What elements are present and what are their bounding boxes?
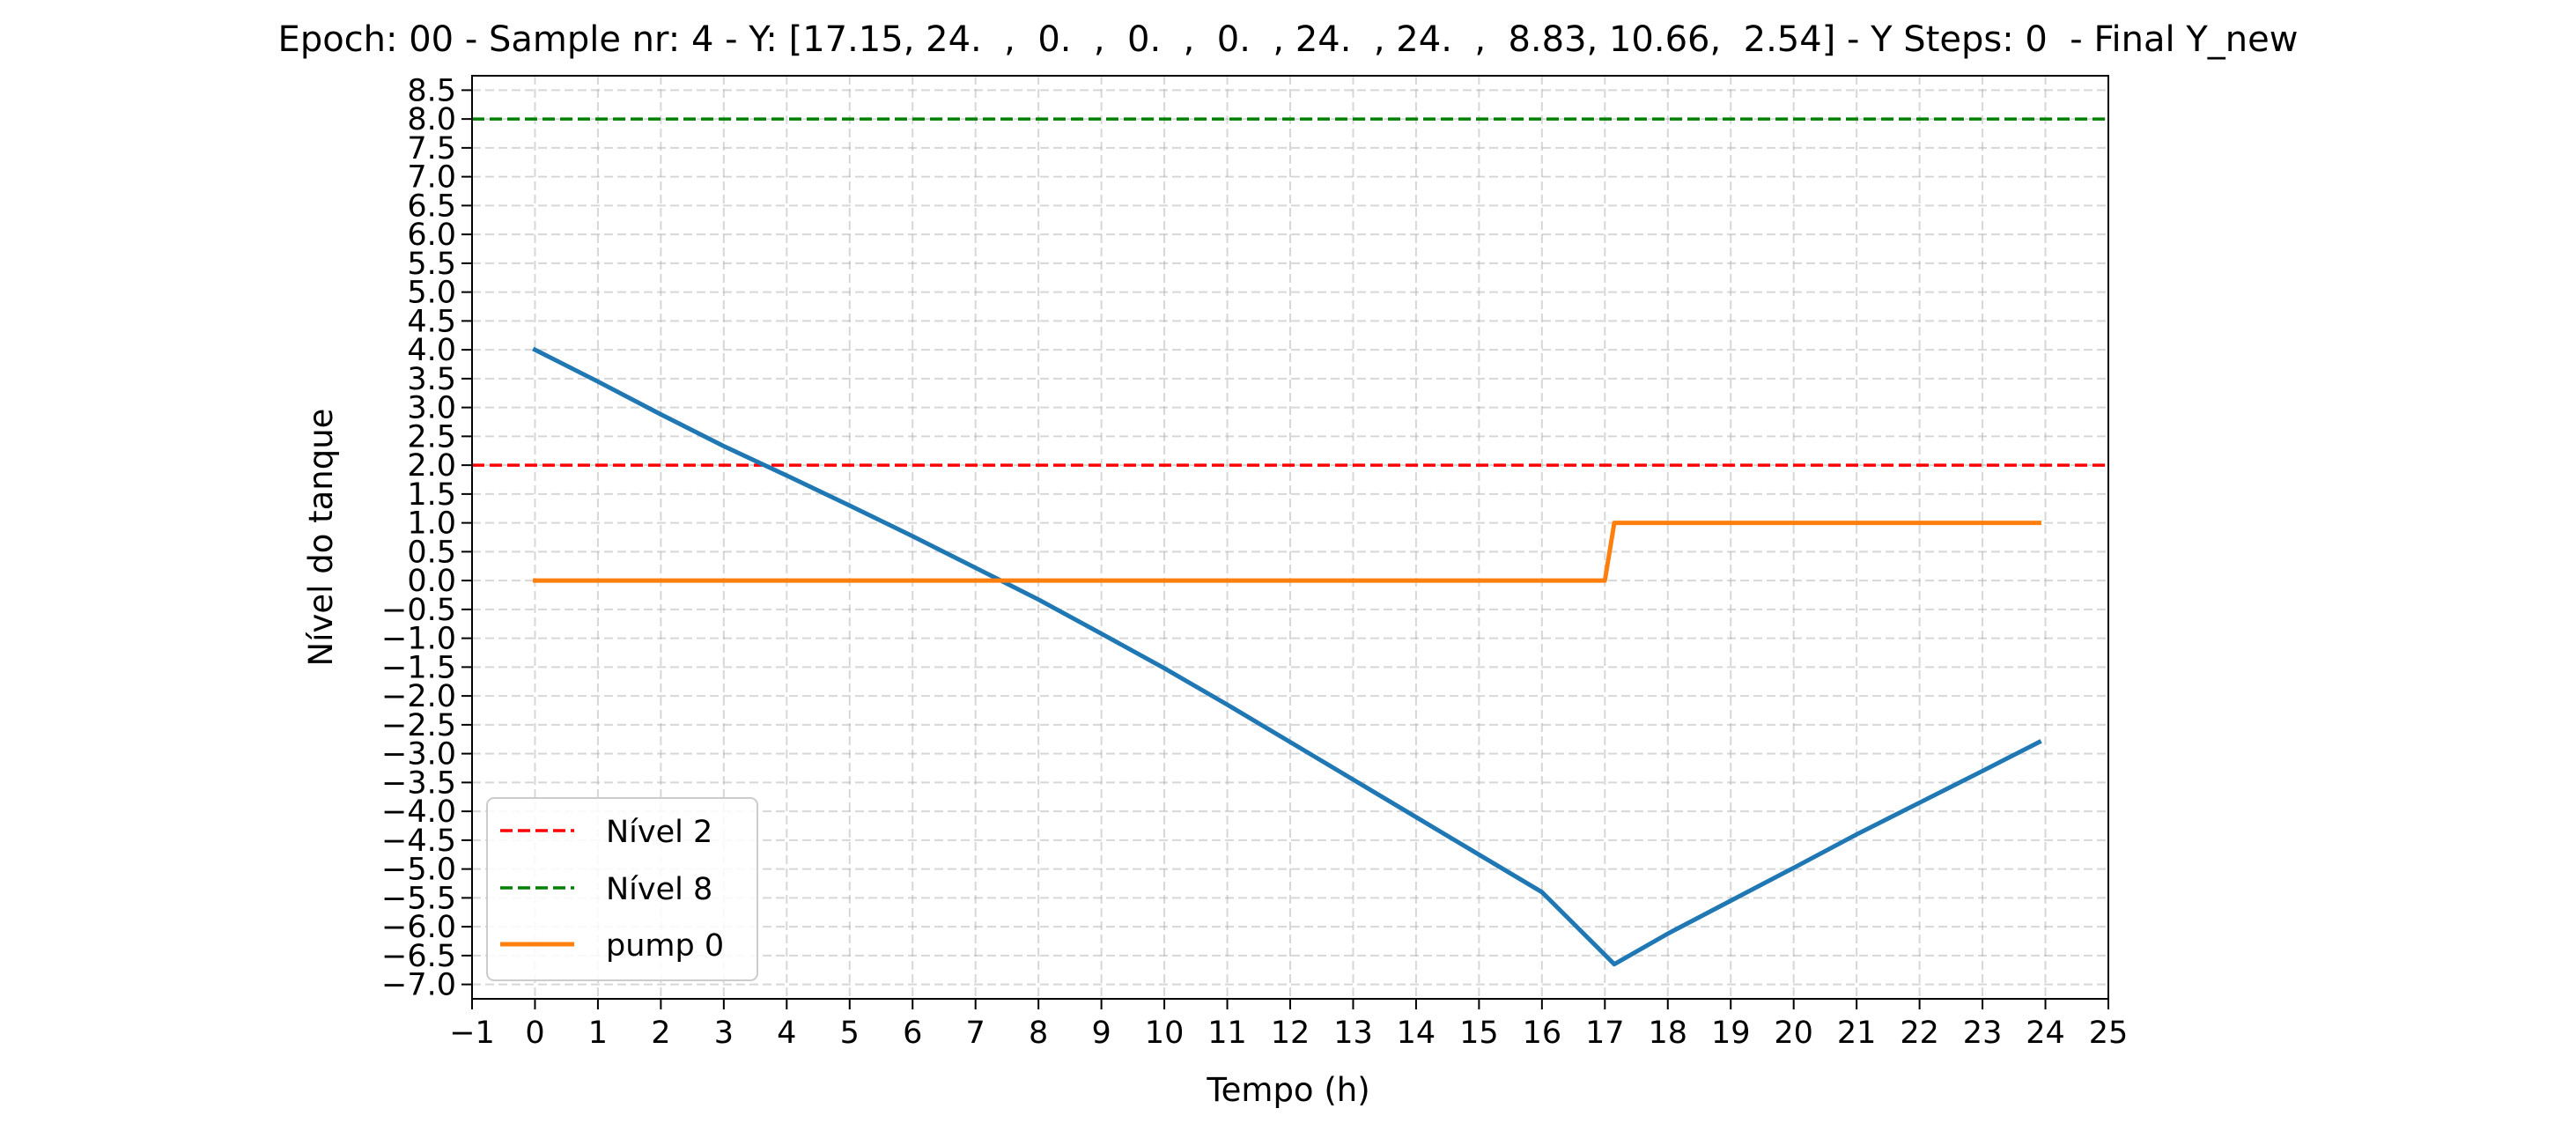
x-tick-label: 17	[1585, 1016, 1625, 1051]
y-tick-label: 6.0	[407, 218, 456, 253]
x-axis-label: Tempo (h)	[1206, 1071, 1369, 1109]
x-tick-label: 4	[777, 1016, 796, 1051]
y-tick-label: 0.0	[407, 564, 456, 599]
x-tick-label: 14	[1397, 1016, 1436, 1051]
y-tick-label: 3.5	[407, 362, 456, 397]
y-tick-label: 7.5	[407, 131, 456, 166]
y-tick-label: 5.0	[407, 276, 456, 311]
x-tick-label: 16	[1523, 1016, 1562, 1051]
y-tick-label: 0.5	[407, 535, 456, 570]
y-tick-label: −7.0	[381, 968, 456, 1003]
x-tick-label: 23	[1963, 1016, 2003, 1051]
reference-lines	[472, 117, 2108, 467]
chart-title: Epoch: 00 - Sample nr: 4 - Y: [17.15, 24…	[277, 19, 2299, 60]
x-tick-label: 8	[1029, 1016, 1048, 1051]
y-tick-label: 8.5	[407, 73, 456, 108]
x-tick-label: 1	[588, 1016, 608, 1051]
legend-label-pump-0: pump 0	[606, 928, 724, 964]
x-axis: −1 0 1 2 3 4 5 6 7 8 9 10 11 12 13 14 15 16 17 18 19 20 21 22 23…	[449, 999, 2128, 1051]
y-tick-label: 2.5	[407, 419, 456, 454]
y-tick-label: −2.5	[381, 708, 456, 743]
y-tick-label: 2.0	[407, 448, 456, 484]
y-tick-label: −4.0	[381, 794, 456, 830]
y-tick-label: 4.5	[407, 304, 456, 339]
y-tick-label: 5.5	[407, 247, 456, 282]
x-tick-label: 21	[1837, 1016, 1877, 1051]
x-tick-label: 6	[903, 1016, 922, 1051]
x-tick-label: 24	[2026, 1016, 2065, 1051]
y-tick-label: −6.5	[381, 939, 456, 974]
x-tick-label: 5	[840, 1016, 860, 1051]
y-tick-label: −1.0	[381, 622, 456, 657]
y-tick-label: −3.0	[381, 737, 456, 772]
x-tick-label: −1	[449, 1016, 495, 1051]
y-tick-label: −4.5	[381, 824, 456, 859]
y-tick-label: 3.0	[407, 391, 456, 426]
y-axis: 8.58.07.57.06.56.05.55.04.54.03.53.02.52…	[381, 73, 472, 1003]
pump-0-line	[533, 521, 2041, 583]
y-tick-label: −5.0	[381, 853, 456, 888]
x-tick-label: 7	[966, 1016, 985, 1051]
x-tick-label: 22	[1900, 1016, 1939, 1051]
x-tick-label: 15	[1459, 1016, 1499, 1051]
y-axis-label: Nível do tanque	[302, 409, 340, 667]
y-tick-label: 1.5	[407, 477, 456, 513]
y-tick-label: −1.5	[381, 650, 456, 685]
legend-label-nivel-2: Nível 2	[606, 815, 712, 850]
x-tick-label: 2	[651, 1016, 670, 1051]
y-tick-label: −0.5	[381, 593, 456, 628]
x-tick-label: 11	[1207, 1016, 1247, 1051]
x-tick-label: 25	[2089, 1016, 2129, 1051]
y-tick-label: 4.0	[407, 333, 456, 368]
tank-level-line	[532, 346, 2042, 967]
series	[532, 346, 2042, 967]
legend-label-nivel-8: Nível 8	[606, 872, 712, 907]
x-tick-label: 12	[1271, 1016, 1310, 1051]
y-tick-label: 7.0	[407, 160, 456, 196]
y-tick-label: 8.0	[407, 102, 456, 137]
legend: Nível 2 Nível 8 pump 0	[486, 797, 758, 981]
x-tick-label: 9	[1091, 1016, 1111, 1051]
y-tick-label: −3.5	[381, 765, 456, 801]
legend-box	[486, 797, 758, 981]
x-tick-label: 20	[1774, 1016, 1813, 1051]
x-tick-label: 19	[1711, 1016, 1751, 1051]
x-tick-label: 0	[525, 1016, 544, 1051]
grid	[471, 76, 2109, 999]
x-tick-label: 13	[1333, 1016, 1373, 1051]
x-tick-label: 3	[714, 1016, 734, 1051]
y-tick-label: −5.5	[381, 881, 456, 916]
y-tick-label: 6.5	[407, 188, 456, 224]
y-tick-label: −2.0	[381, 679, 456, 714]
x-tick-label: 10	[1145, 1016, 1185, 1051]
y-tick-label: 1.0	[407, 506, 456, 542]
x-tick-label: 18	[1648, 1016, 1687, 1051]
y-tick-label: −6.0	[381, 910, 456, 945]
